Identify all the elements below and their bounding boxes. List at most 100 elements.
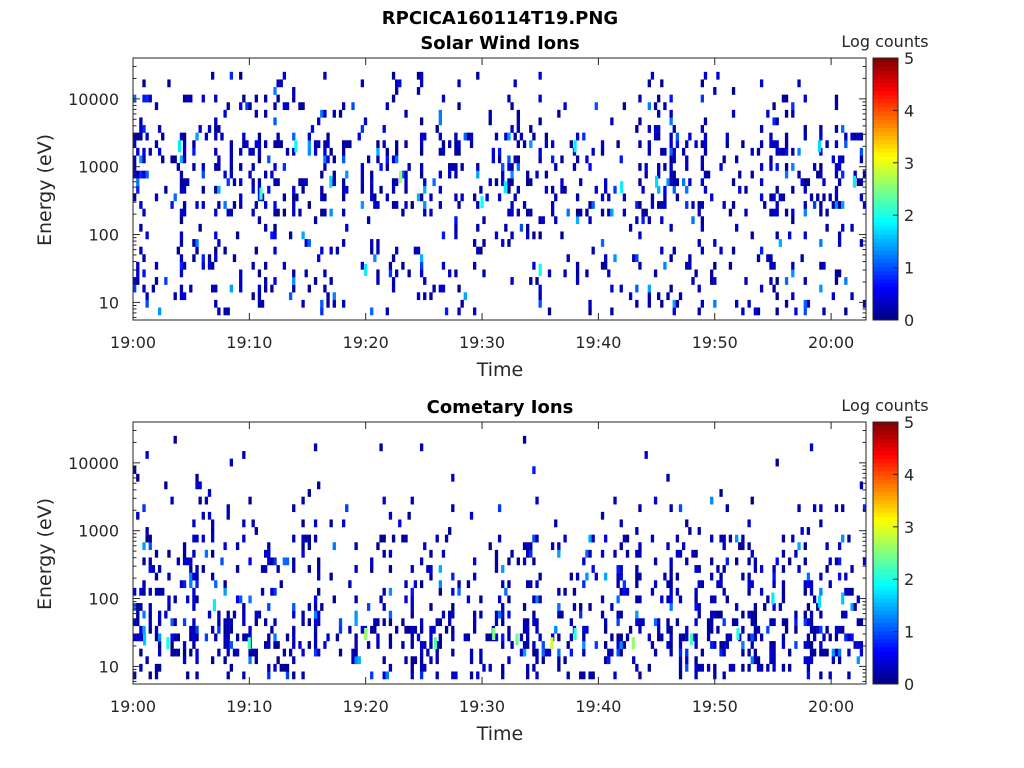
- heatmap-cell: [248, 656, 252, 665]
- heatmap-cell: [494, 610, 499, 619]
- heatmap-cell: [669, 163, 673, 171]
- heatmap-cell: [154, 625, 159, 634]
- colorbar-segment: [873, 602, 898, 607]
- heatmap-cell: [759, 246, 764, 255]
- heatmap-cell: [522, 140, 527, 149]
- heatmap-cell: [625, 633, 630, 642]
- heatmap-cell: [694, 595, 698, 604]
- heatmap-cell: [438, 618, 442, 627]
- heatmap-cell: [366, 603, 371, 611]
- heatmap-cell: [613, 549, 617, 558]
- heatmap-cell: [376, 542, 380, 551]
- heatmap-cell: [391, 155, 396, 164]
- heatmap-cell: [145, 656, 149, 665]
- heatmap-cell: [672, 246, 676, 255]
- heatmap-cell: [784, 109, 789, 118]
- heatmap-cell: [535, 496, 539, 505]
- heatmap-cell: [285, 671, 290, 680]
- heatmap-hotspot: [294, 140, 298, 153]
- heatmap-cell: [207, 511, 212, 520]
- heatmap-cell: [716, 580, 720, 589]
- heatmap-cell: [479, 246, 483, 255]
- heatmap-cell: [332, 170, 336, 179]
- heatmap-hotspot: [247, 637, 251, 650]
- heatmap-cell: [513, 193, 517, 202]
- heatmap-cell: [217, 625, 221, 634]
- heatmap-cell: [329, 208, 333, 217]
- heatmap-cell: [828, 633, 832, 642]
- heatmap-cell: [292, 269, 296, 278]
- heatmap-cell: [179, 269, 184, 278]
- heatmap-cell: [157, 125, 162, 133]
- heatmap-cell: [791, 261, 795, 270]
- heatmap-cell: [279, 580, 283, 589]
- heatmap-cell: [376, 155, 380, 164]
- colorbar-segment: [873, 180, 898, 186]
- heatmap-cell: [341, 102, 346, 111]
- heatmap-cell: [242, 610, 246, 619]
- heatmap-cell: [759, 140, 764, 149]
- heatmap-cell: [791, 292, 795, 301]
- heatmap-cell: [410, 633, 414, 642]
- heatmap-cell: [716, 610, 720, 619]
- heatmap-cell: [332, 155, 336, 164]
- heatmap-cell: [410, 496, 414, 505]
- heatmap-cell: [794, 549, 798, 558]
- heatmap-cell: [607, 193, 611, 202]
- heatmap-cell: [735, 299, 739, 308]
- heatmap-cell: [803, 618, 807, 627]
- heatmap-cell: [622, 193, 627, 202]
- heatmap-cell: [301, 178, 305, 187]
- heatmap-cell: [697, 580, 701, 589]
- heatmap-cell: [229, 663, 234, 672]
- heatmap-cell: [204, 549, 209, 558]
- heatmap-cell: [370, 178, 374, 187]
- heatmap-cell: [775, 208, 779, 217]
- heatmap-cell: [806, 572, 811, 581]
- heatmap-cell: [647, 79, 651, 88]
- heatmap-cell: [298, 208, 302, 217]
- heatmap-cell: [416, 292, 421, 301]
- heatmap-cell: [501, 603, 505, 611]
- heatmap-cell: [438, 633, 442, 642]
- heatmap-cell: [859, 193, 864, 202]
- heatmap-cell: [803, 178, 807, 187]
- colorbar-segment: [873, 454, 898, 460]
- heatmap-cell: [635, 618, 639, 627]
- heatmap-cell: [251, 648, 255, 657]
- heatmap-cell: [410, 656, 414, 665]
- heatmap-cell: [619, 572, 623, 581]
- heatmap-cell: [133, 618, 137, 627]
- heatmap-cell: [669, 557, 673, 566]
- heatmap-cell: [713, 595, 717, 604]
- heatmap-cell: [385, 193, 389, 202]
- colorbar-segment: [873, 422, 898, 427]
- heatmap-cell: [182, 208, 187, 217]
- heatmap-cell: [451, 671, 455, 680]
- heatmap-cell: [182, 132, 187, 141]
- heatmap-cell: [660, 79, 664, 88]
- heatmap-cell: [535, 170, 539, 179]
- heatmap-cell: [304, 239, 308, 247]
- heatmap-cell: [834, 102, 839, 111]
- heatmap-cell: [669, 132, 673, 141]
- heatmap-cell: [360, 178, 365, 187]
- heatmap-cell: [775, 292, 779, 301]
- heatmap-cell: [635, 565, 639, 573]
- heatmap-cell: [292, 603, 296, 611]
- colorbar-segment: [873, 82, 898, 88]
- heatmap-cell: [148, 603, 152, 611]
- heatmap-cell: [635, 125, 639, 133]
- heatmap-cell: [794, 618, 798, 627]
- heatmap-cell: [482, 269, 486, 278]
- heatmap-cell: [678, 641, 683, 649]
- heatmap-cell: [619, 565, 623, 573]
- heatmap-cell: [273, 641, 277, 649]
- heatmap-cell: [669, 565, 673, 573]
- heatmap-cell: [800, 254, 804, 263]
- heatmap-cell: [239, 595, 243, 604]
- heatmap-cell: [859, 641, 864, 649]
- heatmap-cell: [834, 94, 839, 103]
- heatmap-cell: [232, 254, 237, 263]
- heatmap-cell: [850, 292, 854, 301]
